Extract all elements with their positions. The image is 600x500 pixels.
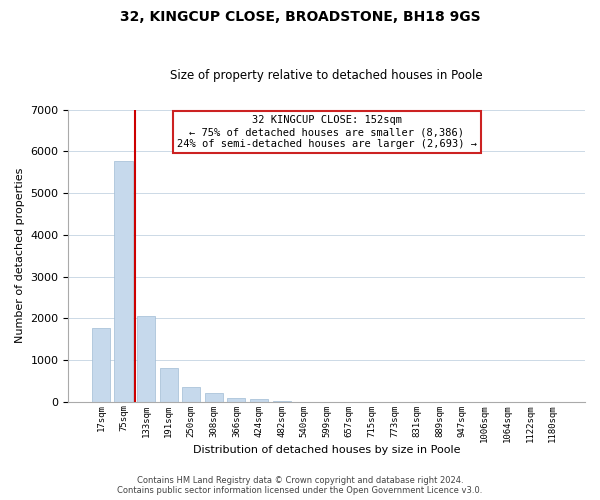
Bar xyxy=(205,392,223,402)
Text: 32, KINGCUP CLOSE, BROADSTONE, BH18 9GS: 32, KINGCUP CLOSE, BROADSTONE, BH18 9GS xyxy=(119,10,481,24)
Bar xyxy=(250,400,268,402)
Bar xyxy=(115,162,133,402)
Title: Size of property relative to detached houses in Poole: Size of property relative to detached ho… xyxy=(170,69,483,82)
Text: Contains HM Land Registry data © Crown copyright and database right 2024.
Contai: Contains HM Land Registry data © Crown c… xyxy=(118,476,482,495)
Bar xyxy=(160,368,178,402)
Bar xyxy=(92,328,110,402)
Bar xyxy=(227,398,245,402)
Text: 32 KINGCUP CLOSE: 152sqm
← 75% of detached houses are smaller (8,386)
24% of sem: 32 KINGCUP CLOSE: 152sqm ← 75% of detach… xyxy=(177,116,477,148)
X-axis label: Distribution of detached houses by size in Poole: Distribution of detached houses by size … xyxy=(193,445,460,455)
Y-axis label: Number of detached properties: Number of detached properties xyxy=(15,168,25,344)
Bar xyxy=(272,401,290,402)
Bar xyxy=(182,387,200,402)
Bar xyxy=(137,316,155,402)
